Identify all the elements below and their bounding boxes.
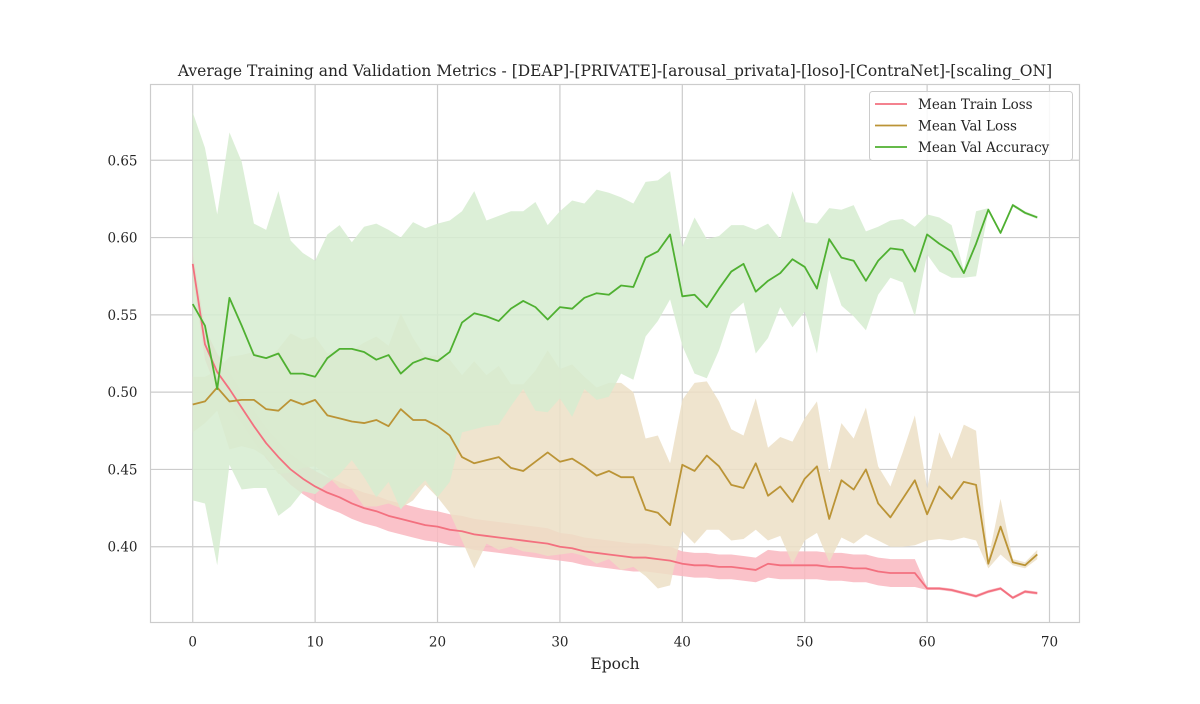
x-tick-label: 30: [551, 635, 568, 651]
x-tick-label: 60: [919, 635, 936, 651]
mean-val-accuracy-band: [192, 112, 1038, 566]
legend: Mean Train Loss Mean Val Loss Mean Val Acc…: [869, 91, 1073, 161]
legend-label-mean-val-loss: Mean Val Loss: [918, 119, 1017, 135]
tick-labels: 0 10 20 30 40 50 60 70 0.40 0.45 0.50 0.55 0.60 0.65: [107, 153, 1058, 650]
chart-title: Average Training and Validation Metrics …: [177, 62, 1052, 80]
legend-label-mean-train-loss: Mean Train Loss: [918, 97, 1033, 113]
mean-train-loss-line: [191, 263, 1038, 599]
y-tick-label: 0.40: [107, 540, 137, 556]
y-tick-label: 0.60: [107, 231, 137, 247]
x-axis-label: Epoch: [590, 655, 639, 673]
mean-train-loss-band: [192, 251, 1038, 600]
legend-label-mean-val-accuracy: Mean Val Accuracy: [918, 140, 1050, 156]
y-tick-label: 0.65: [107, 153, 137, 169]
y-tick-label: 0.45: [107, 462, 137, 478]
x-tick-label: 20: [429, 635, 446, 651]
mean-val-accuracy-line: [191, 204, 1038, 390]
x-tick-label: 10: [307, 635, 324, 651]
plot-frame: [149, 83, 1081, 624]
x-tick-label: 0: [188, 635, 197, 651]
x-tick-label: 40: [674, 635, 691, 651]
series-lines: [191, 204, 1038, 599]
x-tick-label: 50: [796, 635, 813, 651]
x-tick-label: 70: [1041, 635, 1058, 651]
mean-val-loss-line: [192, 386, 1038, 567]
y-tick-label: 0.50: [107, 385, 137, 401]
legend-box: [869, 91, 1073, 161]
confidence-bands: [192, 112, 1038, 600]
y-tick-label: 0.55: [107, 308, 137, 324]
